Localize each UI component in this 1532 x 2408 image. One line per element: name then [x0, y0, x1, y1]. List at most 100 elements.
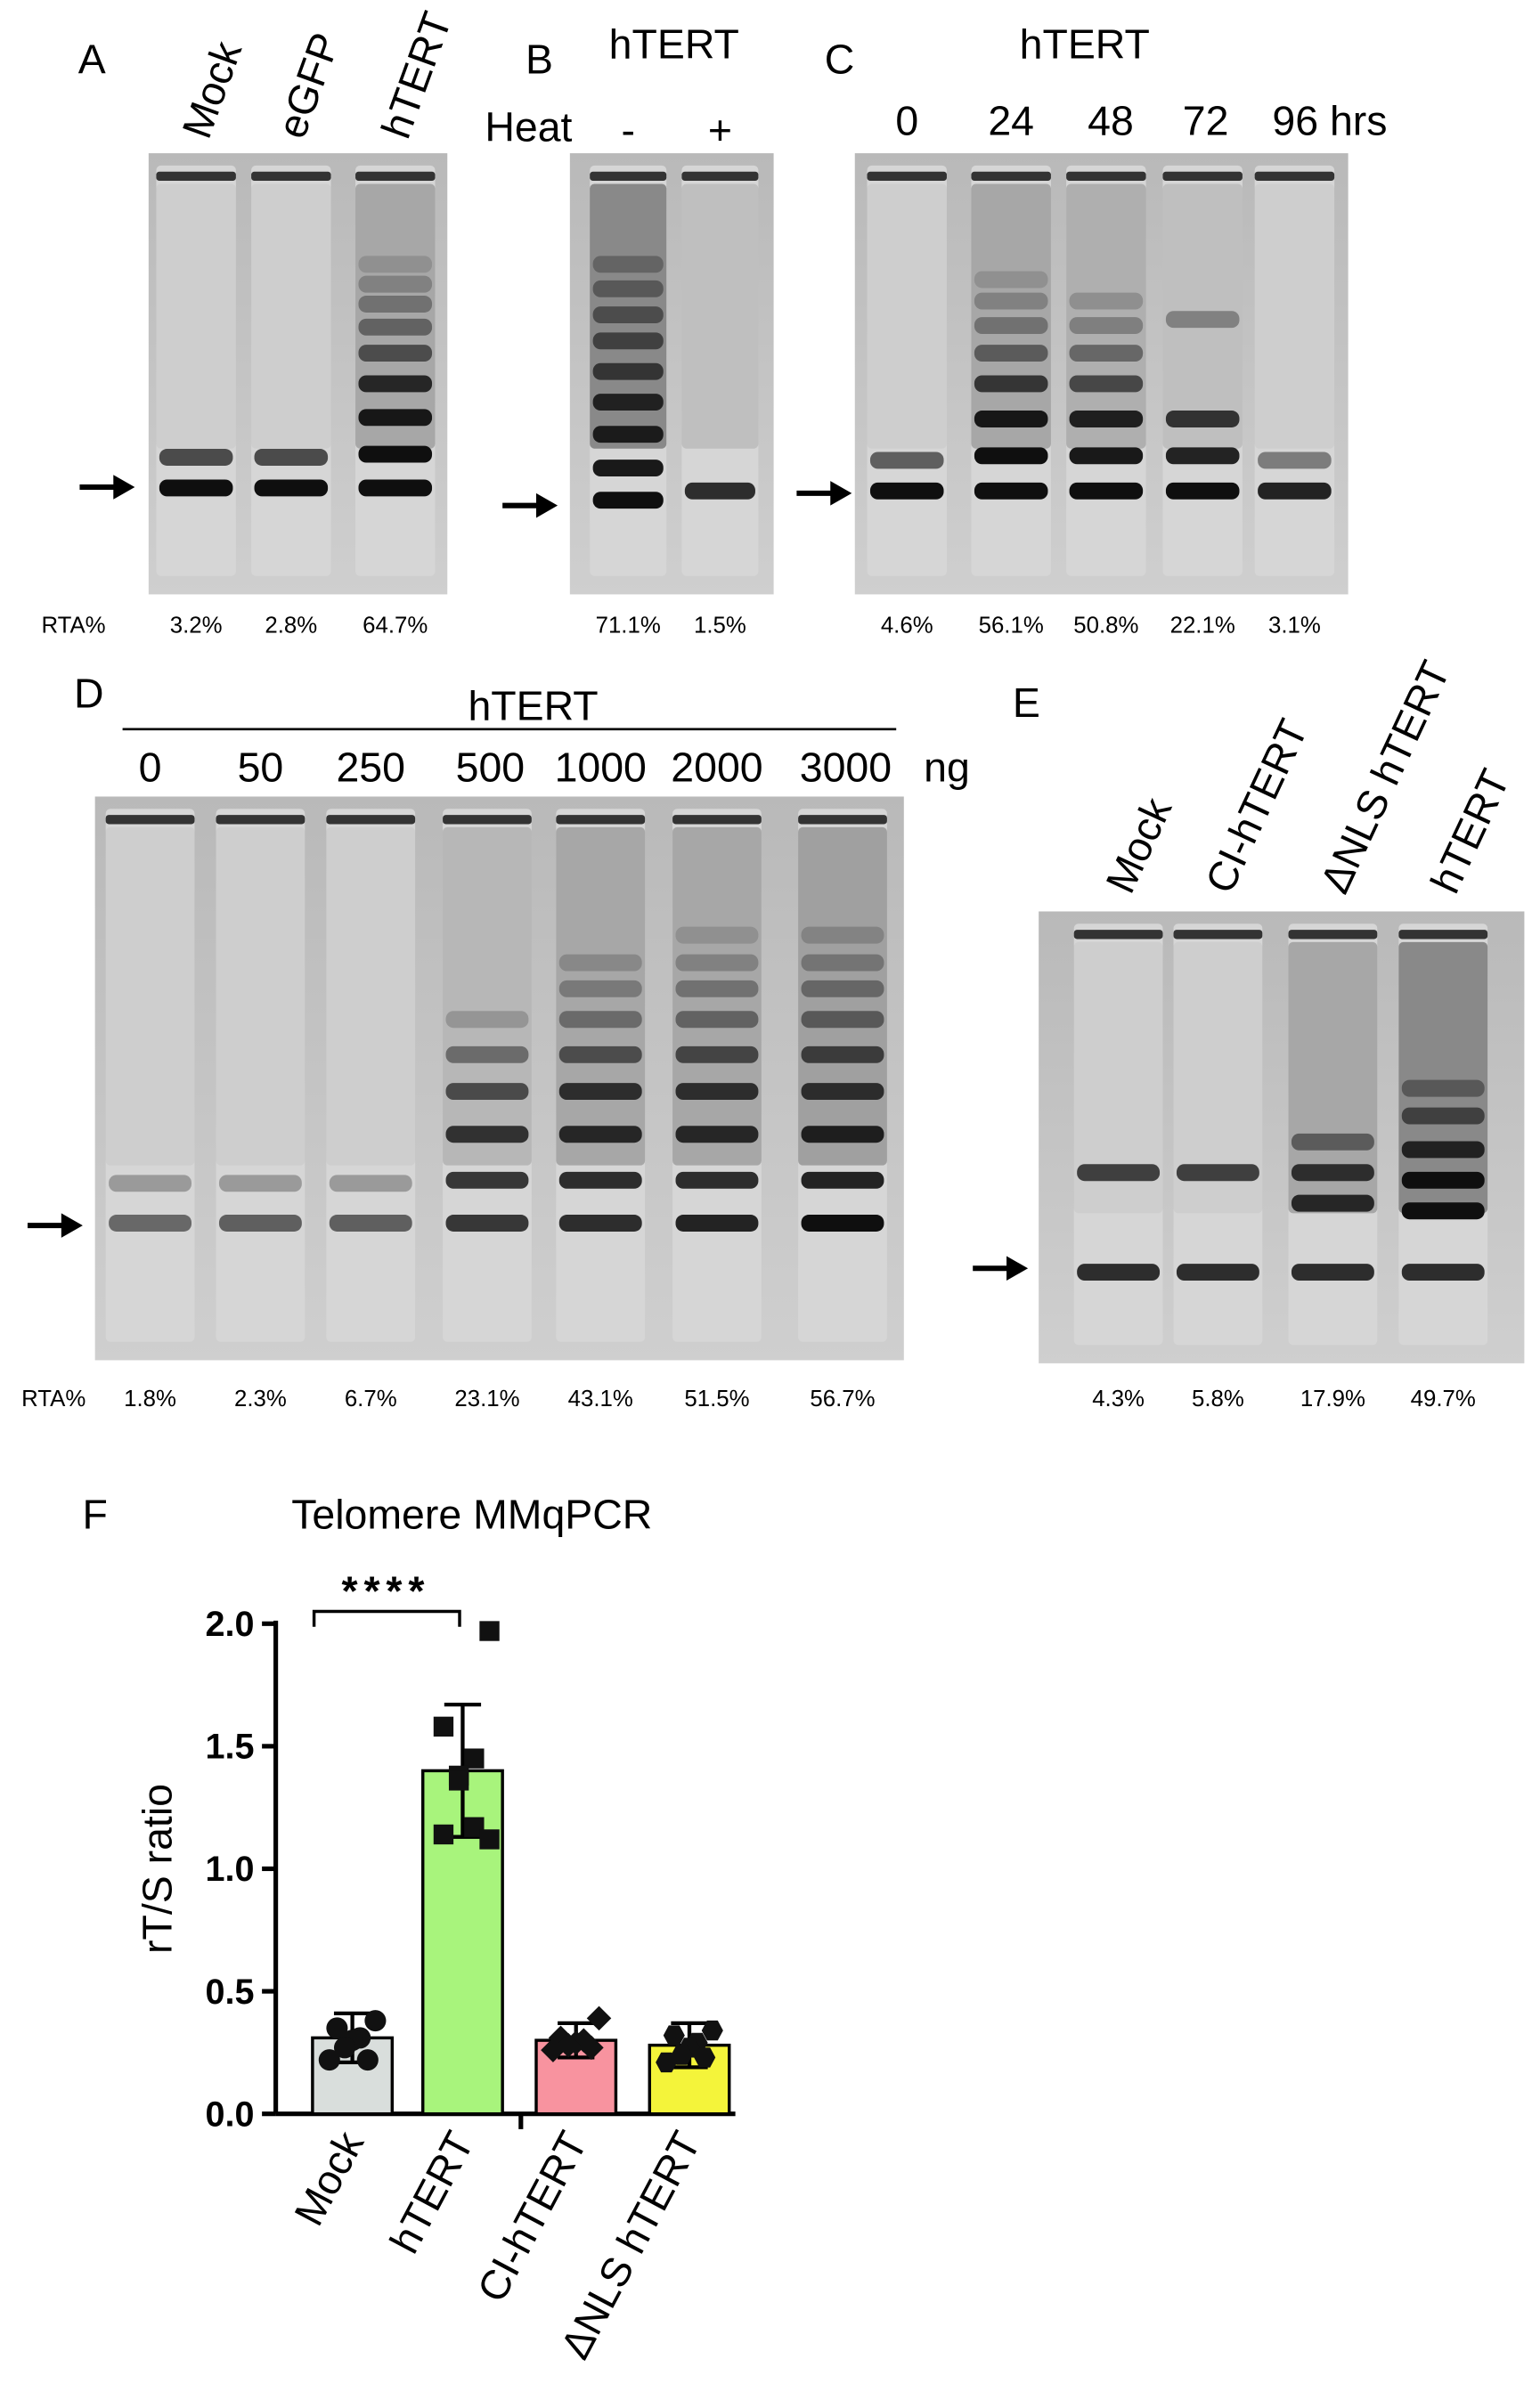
arrow-head [1006, 1256, 1029, 1281]
lane-label: eGFP [268, 27, 348, 144]
rta-value: 6.7% [345, 1387, 397, 1411]
gel-band [1069, 317, 1144, 335]
lane-smear [1073, 941, 1163, 1214]
gel-lane [326, 809, 416, 1342]
gel-band [1077, 1164, 1161, 1182]
gel-band [869, 482, 944, 500]
gel-band [109, 1215, 192, 1232]
lane-label: 50 [238, 744, 284, 790]
gel-band [801, 954, 884, 972]
gel-band [1291, 1194, 1374, 1212]
well-band [443, 815, 532, 825]
gel-lane [1254, 165, 1335, 576]
gel-band [675, 1045, 759, 1063]
data-point [364, 2010, 387, 2032]
gel-lane [1073, 923, 1163, 1346]
well-band [590, 171, 667, 182]
lane-label: 3000 [800, 744, 892, 790]
gel-band [254, 449, 329, 466]
x-tick-label: CI-hTERT [469, 2124, 597, 2309]
x-tick-label: Mock [285, 2123, 372, 2233]
data-point [318, 2049, 340, 2071]
gel-band [445, 1126, 529, 1143]
gel-band [684, 482, 755, 500]
gel-band [675, 1083, 759, 1101]
data-point [464, 1817, 485, 1837]
rta-value: 56.7% [810, 1387, 875, 1411]
gel-band [1069, 345, 1144, 362]
data-point [556, 2032, 581, 2058]
chart-title: Telomere MMqPCR [291, 1492, 652, 1538]
gel-lane [251, 165, 331, 576]
gel-band [1258, 482, 1332, 500]
panel-label: E [1013, 679, 1040, 726]
gel-band [675, 980, 759, 997]
y-tick-label: 1.0 [206, 1850, 255, 1889]
well-band [1398, 930, 1488, 940]
lane-smear [251, 183, 331, 449]
lane-label: 1000 [555, 744, 647, 790]
lane-smear [867, 183, 947, 449]
gel-band [675, 1215, 759, 1232]
gel-band [801, 926, 884, 944]
well-band [672, 815, 762, 825]
gel-lane [681, 165, 759, 576]
gel-band [1401, 1202, 1485, 1220]
rta-value: 1.8% [124, 1387, 176, 1411]
lane-smear [1162, 183, 1243, 449]
lane-smear [672, 826, 762, 1166]
lane-label: hTERT [372, 6, 460, 144]
rta-value: 43.1% [568, 1387, 633, 1411]
gel-band [254, 479, 329, 497]
rta-value: 49.7% [1411, 1387, 1476, 1411]
gel-band [218, 1175, 302, 1192]
gel-band [592, 426, 664, 443]
gel-band [218, 1215, 302, 1232]
lane-label: 500 [456, 744, 525, 790]
well-band [105, 815, 195, 825]
gel-band [358, 409, 433, 427]
data-point [586, 2005, 612, 2031]
rta-value: 3.1% [1268, 613, 1321, 638]
gel-band [1077, 1264, 1161, 1281]
gel-band [358, 296, 433, 313]
panel-label: B [526, 37, 553, 83]
gel-lane [1162, 165, 1243, 576]
lane-label: 24 [988, 97, 1034, 143]
rta-value: 1.5% [694, 613, 746, 638]
data-point [663, 2025, 685, 2046]
gel-band [801, 1011, 884, 1029]
gel-band [329, 1175, 412, 1192]
gel-band [1069, 375, 1144, 393]
gel-band [159, 449, 233, 466]
rta-value: 22.1% [1170, 613, 1235, 638]
gel-band [1258, 452, 1332, 469]
gel-lane [355, 165, 436, 576]
data-point [479, 1621, 500, 1641]
lane-smear [798, 826, 887, 1166]
lane-smear [681, 183, 759, 449]
well-band [216, 815, 306, 825]
rta-value: 51.5% [684, 1387, 749, 1411]
rta-value: 17.9% [1300, 1387, 1365, 1411]
data-point [701, 2020, 723, 2041]
rta-value: 4.6% [881, 613, 933, 638]
rta-value: 5.8% [1192, 1387, 1244, 1411]
well-band [1254, 171, 1335, 182]
lane-label: Mock [173, 35, 250, 144]
gel-band [801, 1215, 884, 1232]
gel-band [445, 1215, 529, 1232]
rta-value: 64.7% [363, 613, 428, 638]
lane-label: 72 [1183, 97, 1229, 143]
lane-label: 2000 [671, 744, 762, 790]
lane-smear [326, 826, 416, 1166]
well-band [867, 171, 947, 182]
gel-band [974, 411, 1048, 427]
gel-lane [105, 809, 195, 1342]
lane-label: 0 [139, 744, 162, 790]
rta-value: 50.8% [1073, 613, 1138, 638]
well-band [1173, 930, 1263, 940]
lane-label: 250 [336, 744, 404, 790]
arrow-head [61, 1213, 83, 1238]
